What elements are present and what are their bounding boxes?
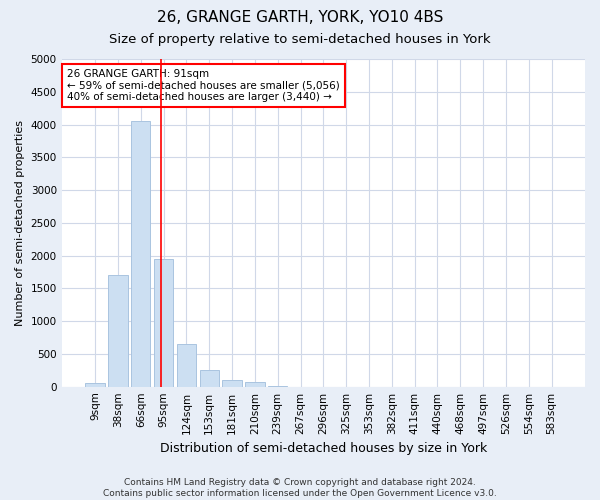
Bar <box>108 276 128 386</box>
Text: Size of property relative to semi-detached houses in York: Size of property relative to semi-detach… <box>109 32 491 46</box>
Text: Contains HM Land Registry data © Crown copyright and database right 2024.
Contai: Contains HM Land Registry data © Crown c… <box>103 478 497 498</box>
Bar <box>177 344 196 387</box>
Text: 26, GRANGE GARTH, YORK, YO10 4BS: 26, GRANGE GARTH, YORK, YO10 4BS <box>157 10 443 25</box>
Bar <box>223 380 242 386</box>
Bar <box>85 384 105 386</box>
Bar <box>200 370 219 386</box>
Bar <box>131 122 151 386</box>
X-axis label: Distribution of semi-detached houses by size in York: Distribution of semi-detached houses by … <box>160 442 487 455</box>
Y-axis label: Number of semi-detached properties: Number of semi-detached properties <box>15 120 25 326</box>
Text: 26 GRANGE GARTH: 91sqm
← 59% of semi-detached houses are smaller (5,056)
40% of : 26 GRANGE GARTH: 91sqm ← 59% of semi-det… <box>67 69 340 102</box>
Bar <box>245 382 265 386</box>
Bar <box>154 259 173 386</box>
